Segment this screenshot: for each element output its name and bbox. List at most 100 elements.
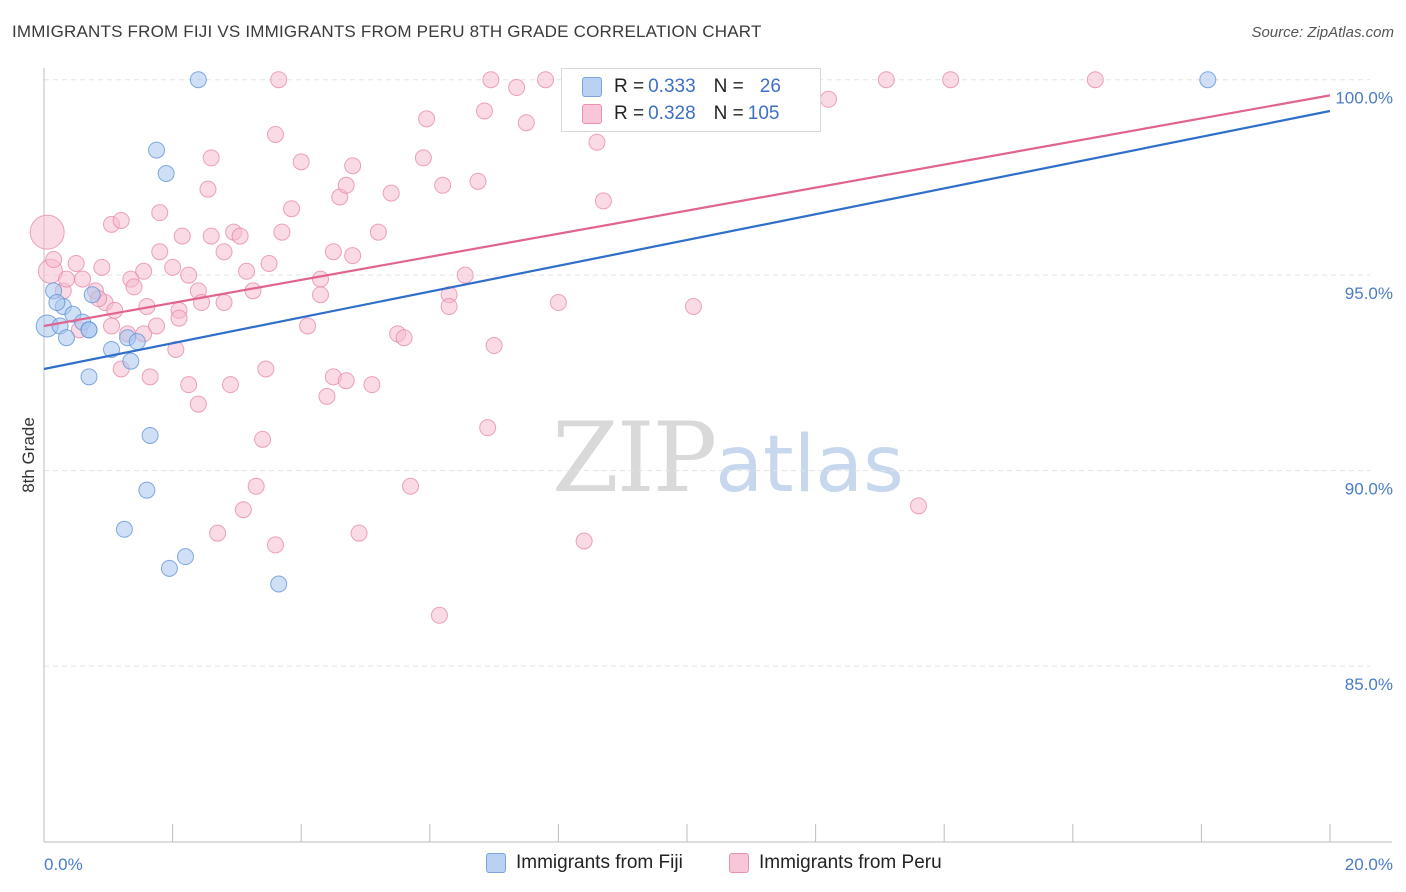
peru-point [485, 337, 503, 355]
peru-point [395, 329, 413, 347]
peru-point [141, 368, 159, 386]
peru-point [180, 266, 198, 284]
peru-point [479, 419, 497, 437]
peru-point [93, 258, 111, 276]
peru-point [456, 266, 474, 284]
peru-point [324, 243, 342, 261]
fiji-point [160, 559, 178, 577]
fiji-point [189, 71, 207, 89]
peru-point [942, 71, 960, 89]
peru-point [684, 297, 702, 315]
peru-point [549, 294, 567, 312]
peru-point [575, 532, 593, 550]
fiji-point [270, 575, 288, 593]
watermark-atlas: atlas [715, 420, 904, 510]
fiji-point [176, 548, 194, 566]
peru-point [180, 376, 198, 394]
peru-point [469, 172, 487, 190]
grid-lines [44, 79, 1370, 667]
peru-point [311, 270, 329, 288]
bottom-peru-label: Immigrants from Peru [759, 852, 942, 873]
peru-point [234, 501, 252, 519]
trend-lines [43, 94, 1331, 371]
fiji-r-value: 0.333 [648, 76, 696, 97]
peru-point [170, 309, 188, 327]
fiji-n-value: 26 [759, 76, 781, 97]
peru-point [260, 254, 278, 272]
bottom-legend-fiji: Immigrants from Fiji [486, 852, 683, 874]
fiji-point [122, 352, 140, 370]
peru-point [151, 204, 169, 222]
peru-point [215, 294, 233, 312]
peru-swatch [582, 104, 602, 124]
y-tick-label: 85.0% [1345, 675, 1393, 694]
peru-n-label: N = [713, 103, 744, 124]
y-axis-title: 8th Grade [19, 417, 38, 493]
peru-point [414, 149, 432, 167]
peru-point [74, 270, 92, 288]
source-label: Source: ZipAtlas.com [1251, 24, 1394, 41]
peru-point [402, 477, 420, 495]
legend-row-peru: R = 0.328 N = 105 [582, 102, 779, 126]
peru-point [199, 180, 217, 198]
peru-point [292, 153, 310, 171]
peru-point [266, 125, 284, 143]
peru-point [164, 258, 182, 276]
peru-point [434, 176, 452, 194]
stats-legend: R = 0.333 N = 26 R = 0.328 N = 105 [561, 68, 821, 132]
peru-r-value: 0.328 [648, 103, 696, 124]
peru-point [475, 102, 493, 120]
peru-point [344, 157, 362, 175]
peru-point [344, 247, 362, 265]
peru-point [58, 270, 76, 288]
peru-point [311, 286, 329, 304]
peru-r-label: R = [614, 103, 645, 124]
x-tick-label-max: 20.0% [1345, 855, 1393, 874]
peru-point [440, 297, 458, 315]
peru-point [588, 133, 606, 151]
peru-point [418, 110, 436, 128]
peru-point [517, 114, 535, 132]
peru-point [231, 227, 249, 245]
peru-trend-line [43, 94, 1331, 328]
peru-point [369, 223, 387, 241]
peru-point [537, 71, 555, 89]
tick-labels: 85.0% 90.0% 95.0% 100.0% 0.0% 20.0% 8th Grade [19, 89, 1393, 874]
fiji-point [80, 368, 98, 386]
peru-point [106, 301, 124, 319]
fiji-point [148, 141, 166, 159]
peru-n-value: 105 [747, 103, 780, 124]
peru-point [202, 149, 220, 167]
peru-point [135, 262, 153, 280]
fiji-point [157, 165, 175, 183]
legend-row-fiji: R = 0.333 N = 26 [582, 75, 781, 99]
peru-point [238, 262, 256, 280]
fiji-swatch [582, 77, 602, 97]
peru-point [148, 317, 166, 335]
bottom-legend-peru: Immigrants from Peru [729, 852, 942, 874]
peru-point [337, 372, 355, 390]
peru-point [273, 223, 291, 241]
fiji-trend-line [43, 109, 1331, 371]
fiji-point [138, 481, 156, 499]
peru-point [594, 192, 612, 210]
peru-point [247, 477, 265, 495]
peru-point [215, 243, 233, 261]
peru-point [266, 536, 284, 554]
fiji-point [128, 333, 146, 351]
peru-point [299, 317, 317, 335]
series-fiji-points [35, 71, 1217, 593]
fiji-n-label: N = [713, 76, 744, 97]
peru-point [151, 243, 169, 261]
peru-point [283, 200, 301, 218]
peru-point [209, 524, 227, 542]
y-tick-label: 90.0% [1345, 480, 1393, 499]
peru-point [254, 430, 272, 448]
peru-point [909, 497, 927, 515]
peru-point [45, 251, 63, 269]
peru-point [125, 278, 143, 296]
y-tick-label: 100.0% [1335, 89, 1393, 108]
fiji-r-label: R = [614, 76, 645, 97]
peru-point [244, 282, 262, 300]
